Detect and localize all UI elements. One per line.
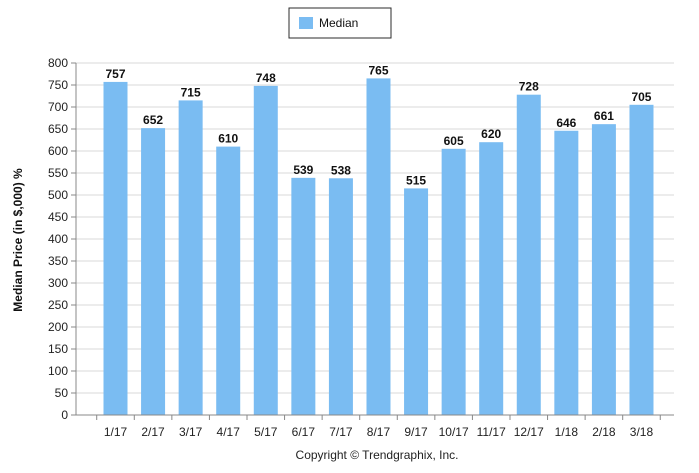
y-tick-label: 600 bbox=[48, 144, 68, 158]
bar bbox=[554, 130, 579, 415]
y-tick-label: 650 bbox=[48, 122, 68, 136]
y-tick-label: 100 bbox=[48, 364, 68, 378]
x-tick-label: 11/17 bbox=[477, 425, 506, 439]
x-tick-label: 3/18 bbox=[630, 425, 654, 439]
bar bbox=[291, 177, 316, 415]
x-tick-label: 6/17 bbox=[292, 425, 316, 439]
bar bbox=[253, 85, 278, 415]
x-tick-label: 1/17 bbox=[104, 425, 128, 439]
legend: Median bbox=[288, 7, 392, 39]
bar-value-label: 515 bbox=[406, 173, 426, 187]
bar bbox=[479, 142, 504, 415]
y-axis-title: Median Price (in $,000) % bbox=[11, 168, 25, 312]
bar-value-label: 538 bbox=[331, 163, 351, 177]
x-tick-label: 1/18 bbox=[555, 425, 579, 439]
x-tick-label: 5/17 bbox=[254, 425, 278, 439]
bar-value-label: 610 bbox=[218, 132, 238, 146]
y-tick-label: 200 bbox=[48, 320, 68, 334]
bar bbox=[328, 178, 353, 415]
legend-swatch bbox=[299, 17, 313, 29]
bar-value-label: 605 bbox=[444, 134, 464, 148]
x-tick-label: 8/17 bbox=[367, 425, 391, 439]
bar bbox=[216, 146, 241, 415]
y-tick-label: 350 bbox=[48, 254, 68, 268]
bar-value-label: 705 bbox=[631, 90, 651, 104]
y-tick-label: 300 bbox=[48, 276, 68, 290]
y-tick-label: 750 bbox=[48, 78, 68, 92]
y-tick-label: 700 bbox=[48, 100, 68, 114]
y-tick-label: 550 bbox=[48, 166, 68, 180]
y-tick-label: 400 bbox=[48, 232, 68, 246]
y-tick-label: 450 bbox=[48, 210, 68, 224]
copyright-text: Copyright © Trendgraphix, Inc. bbox=[296, 448, 459, 462]
bar-value-label: 765 bbox=[368, 63, 388, 77]
bar-value-label: 757 bbox=[105, 67, 125, 81]
y-tick-label: 250 bbox=[48, 298, 68, 312]
bar bbox=[629, 104, 654, 416]
y-tick-label: 800 bbox=[48, 56, 68, 70]
bar bbox=[441, 148, 466, 416]
bar bbox=[404, 188, 429, 415]
x-tick-label: 2/17 bbox=[141, 425, 165, 439]
x-axis-ticks: 1/17 2/17 3/17 4/17 5/17 6/17 7/17 8/17 9/17 10/1… bbox=[96, 415, 661, 439]
bar bbox=[366, 78, 391, 416]
legend-label: Median bbox=[319, 16, 358, 30]
y-tick-label: 500 bbox=[48, 188, 68, 202]
bar-data-labels: 757 652 715 610 748 539 538 765 515 605 620 728 646 6… bbox=[105, 63, 651, 187]
bar bbox=[141, 128, 166, 415]
bars bbox=[103, 78, 654, 416]
y-tick-label: 50 bbox=[55, 386, 69, 400]
y-axis-ticks: 0 50 100 150 200 250 300 350 400 450 500 550 600 650 7… bbox=[48, 56, 76, 422]
bar bbox=[103, 81, 128, 416]
bar-value-label: 539 bbox=[293, 163, 313, 177]
x-tick-label: 3/17 bbox=[179, 425, 203, 439]
x-tick-label: 2/18 bbox=[592, 425, 616, 439]
bar bbox=[591, 124, 616, 415]
bar-value-label: 652 bbox=[143, 113, 163, 127]
x-tick-label: 4/17 bbox=[217, 425, 241, 439]
x-tick-label: 12/17 bbox=[514, 425, 544, 439]
bar-value-label: 620 bbox=[481, 127, 501, 141]
bar-value-label: 748 bbox=[256, 71, 276, 85]
x-tick-label: 10/17 bbox=[439, 425, 469, 439]
y-tick-label: 150 bbox=[48, 342, 68, 356]
bar-value-label: 661 bbox=[594, 109, 614, 123]
y-tick-label: 0 bbox=[61, 408, 68, 422]
bar-value-label: 715 bbox=[181, 85, 201, 99]
x-tick-label: 9/17 bbox=[404, 425, 428, 439]
bar bbox=[516, 94, 541, 416]
bar bbox=[178, 100, 203, 416]
bar-value-label: 728 bbox=[519, 80, 539, 94]
bar-value-label: 646 bbox=[556, 116, 576, 130]
x-tick-label: 7/17 bbox=[329, 425, 353, 439]
